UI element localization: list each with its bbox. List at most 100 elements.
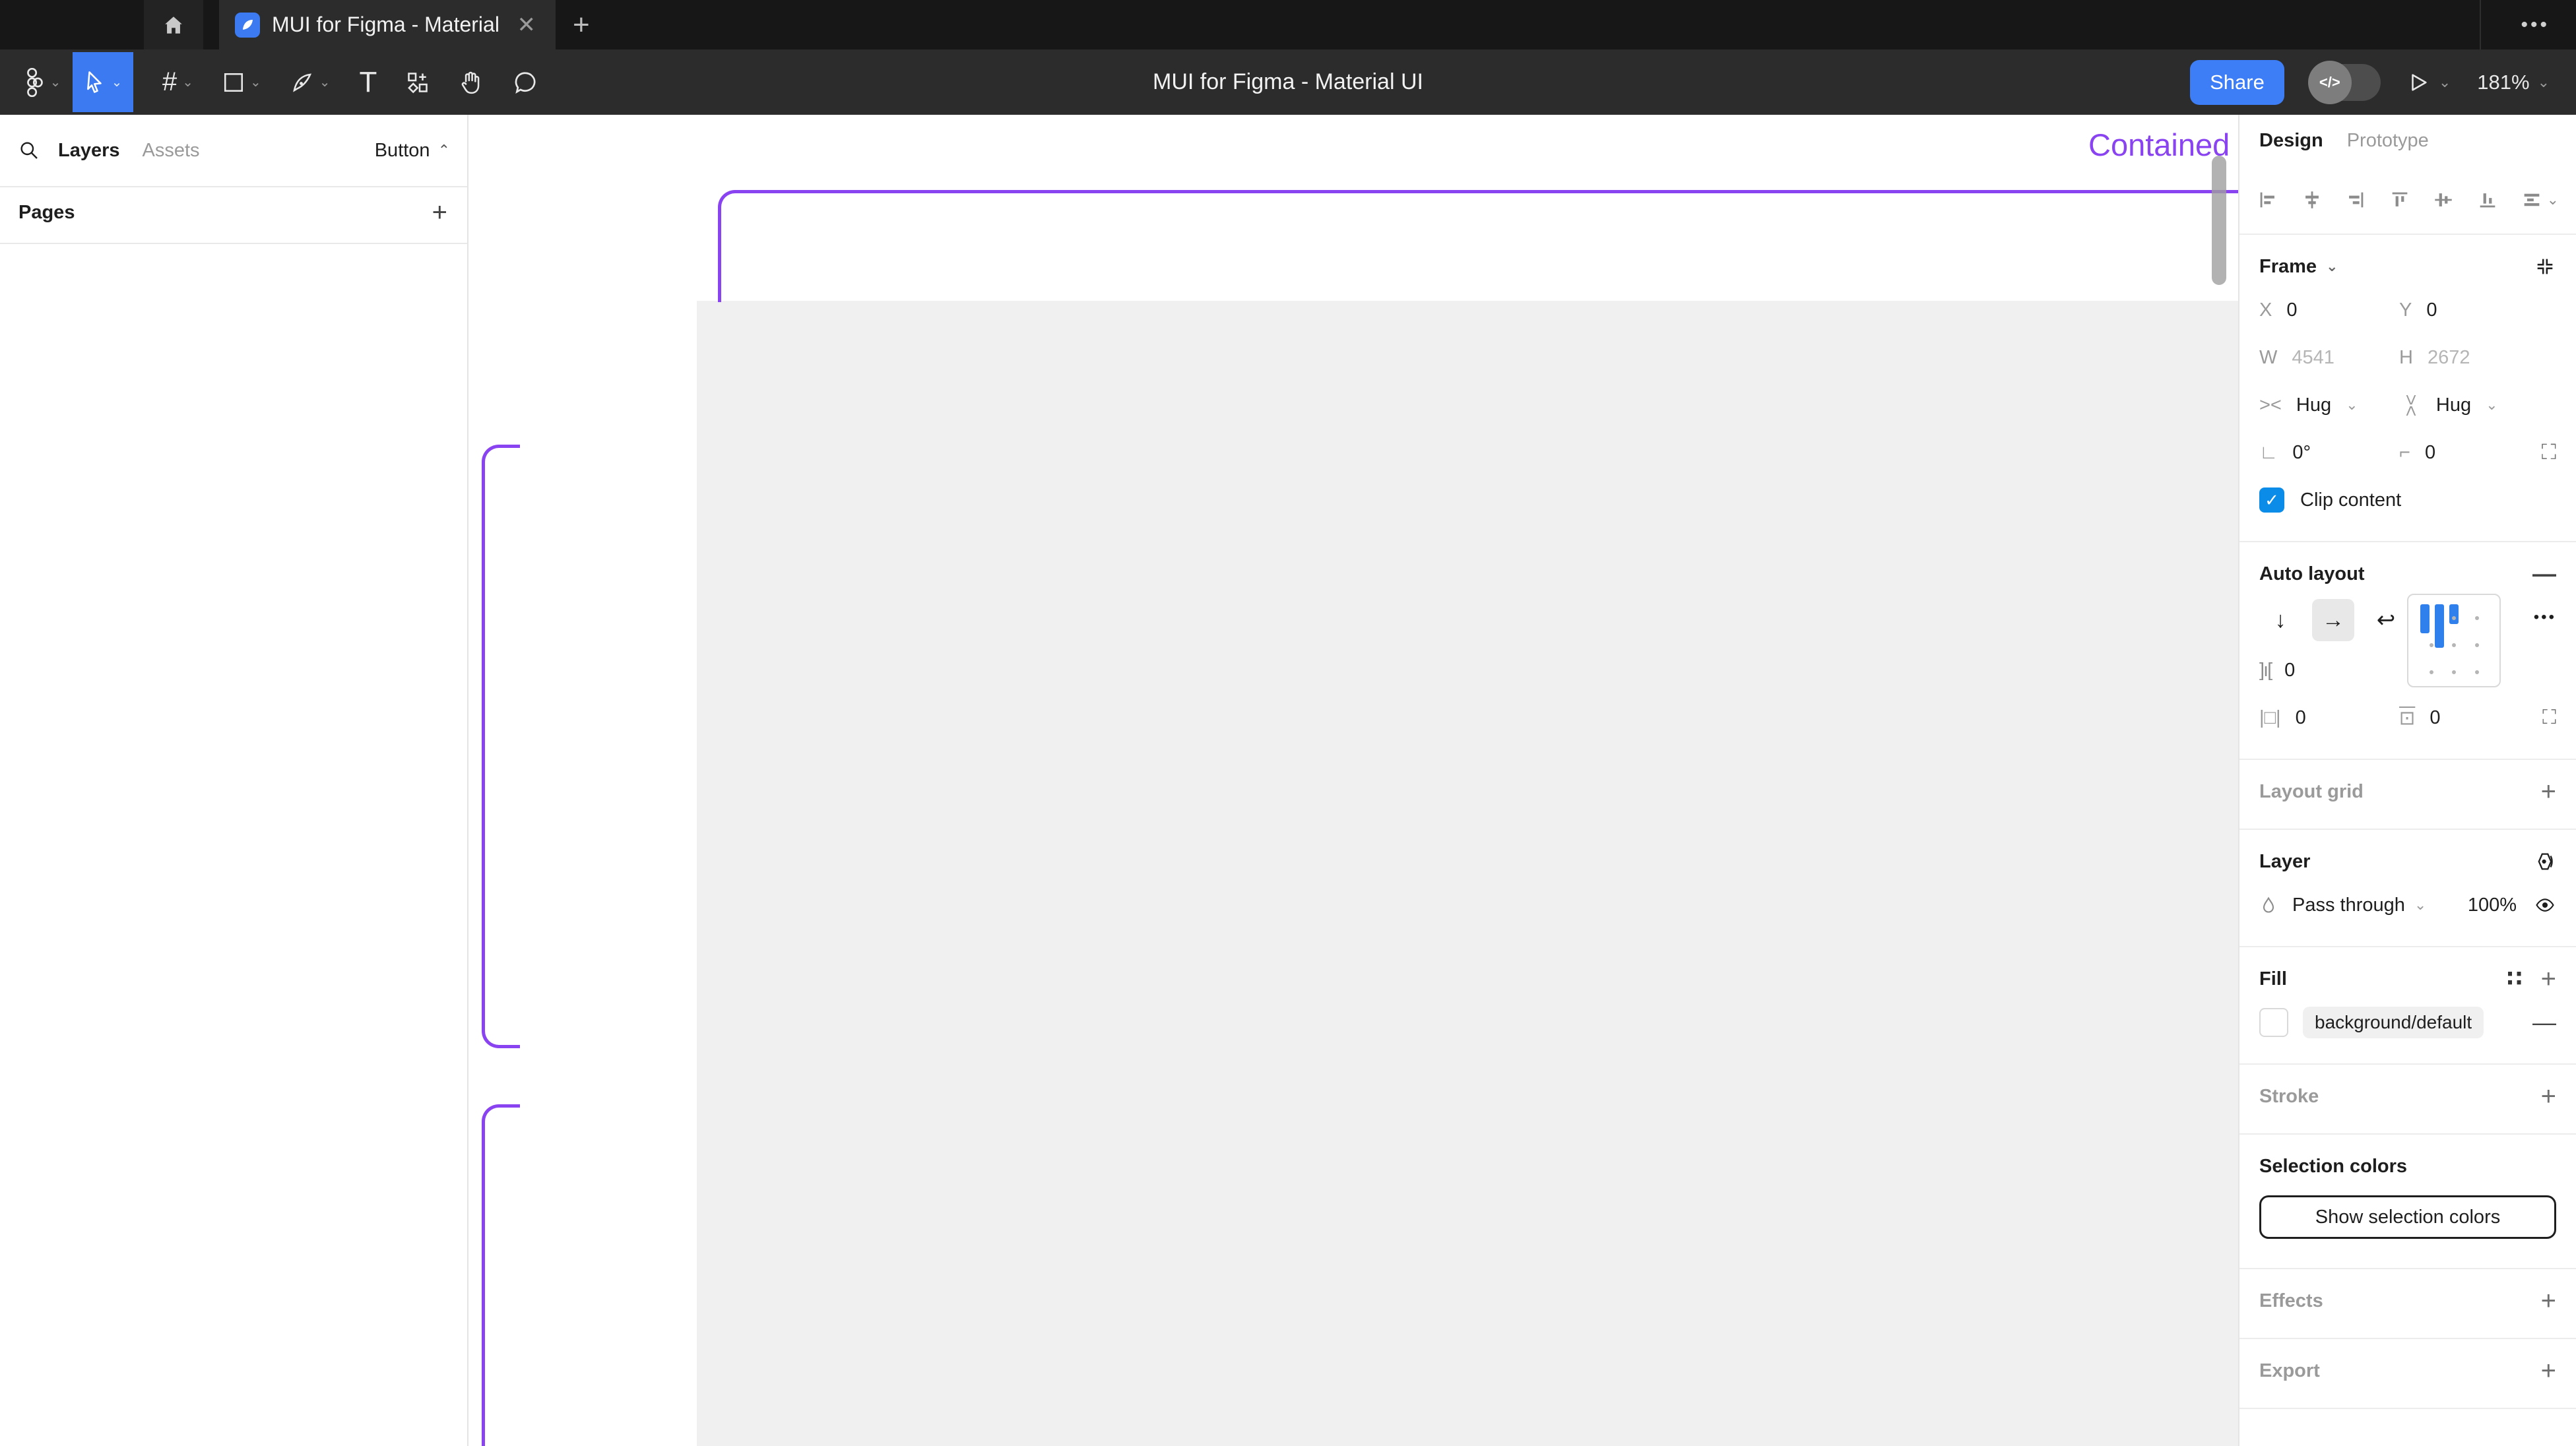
layout-wrap-button[interactable]: ↩ xyxy=(2376,608,2396,633)
independent-corners-icon[interactable]: ⛶ xyxy=(2541,440,2556,464)
frame-tool-button[interactable]: # ⌄ xyxy=(162,67,193,97)
close-tab-icon[interactable]: ✕ xyxy=(517,12,536,38)
align-top-icon[interactable] xyxy=(2389,189,2411,211)
add-page-button[interactable]: + xyxy=(432,197,447,227)
pen-tool-button[interactable]: ⌄ xyxy=(290,71,331,94)
chevron-down-icon[interactable]: ⌄ xyxy=(111,75,123,90)
actions-tool-button[interactable] xyxy=(406,71,430,94)
corner-radius-field[interactable]: ⌐ 0 xyxy=(2399,441,2436,463)
figma-file-icon xyxy=(235,12,260,38)
fullscreen-window-button[interactable] xyxy=(84,15,104,35)
components-icon xyxy=(406,71,430,94)
home-tab-button[interactable] xyxy=(144,0,203,49)
zoom-level: 181% xyxy=(2477,70,2530,94)
add-export-button[interactable]: + xyxy=(2540,1356,2556,1385)
frame-section-title[interactable]: Frame xyxy=(2259,255,2317,277)
canvas-vertical-scrollbar[interactable] xyxy=(2212,156,2226,285)
add-layout-grid-button[interactable]: + xyxy=(2540,776,2556,806)
tab-prototype[interactable]: Prototype xyxy=(2346,129,2429,151)
tab-layers[interactable]: Layers xyxy=(58,139,120,161)
close-window-button[interactable] xyxy=(18,15,38,35)
collapse-frame-icon[interactable] xyxy=(2534,255,2556,278)
rotation-icon: ∟ xyxy=(2259,441,2278,463)
canvas[interactable]: Contained xyxy=(468,115,2238,1446)
selection-colors-section: Selection colors Show selection colors xyxy=(2239,1135,2576,1269)
auto-layout-more-icon[interactable]: ••• xyxy=(2533,608,2556,626)
chevron-down-icon: ⌄ xyxy=(182,75,194,90)
add-stroke-button[interactable]: + xyxy=(2540,1081,2556,1111)
export-section-title: Export xyxy=(2259,1360,2320,1381)
clip-content-checkbox-checked[interactable]: ✓ xyxy=(2259,487,2284,513)
blend-mode-dropdown[interactable]: Pass through xyxy=(2292,894,2405,916)
remove-fill-button[interactable]: — xyxy=(2532,1009,2556,1036)
dev-mode-toggle[interactable]: </> xyxy=(2307,60,2381,104)
align-vertical-center-icon[interactable] xyxy=(2432,189,2455,211)
clip-content-row[interactable]: ✓ Clip content xyxy=(2259,476,2556,524)
chevron-down-icon[interactable]: ⌄ xyxy=(2438,73,2451,90)
layout-direction-horizontal-button-selected[interactable]: → xyxy=(2312,599,2354,641)
layout-grid-section: Layout grid + xyxy=(2239,760,2576,830)
align-right-icon[interactable] xyxy=(2344,189,2367,211)
tab-assets[interactable]: Assets xyxy=(142,139,200,161)
chevron-down-icon[interactable]: ⌄ xyxy=(2326,258,2338,274)
show-selection-colors-button[interactable]: Show selection colors xyxy=(2259,1195,2556,1239)
align-horizontal-center-icon[interactable] xyxy=(2301,189,2323,211)
layout-direction-vertical-button[interactable]: ↓ xyxy=(2274,607,2286,633)
file-tab[interactable]: MUI for Figma - Material UI ✕ xyxy=(219,0,556,49)
tab-design[interactable]: Design xyxy=(2259,129,2323,151)
present-button[interactable]: ⌄ xyxy=(2407,71,2451,94)
figma-main-menu-button[interactable]: ⌄ xyxy=(20,67,66,97)
move-tool-button-selected[interactable]: ⌄ xyxy=(73,52,133,112)
tabbar-divider xyxy=(2480,0,2482,49)
layer-section-title: Layer xyxy=(2259,850,2311,872)
figma-logo-icon xyxy=(25,67,45,97)
individual-padding-icon[interactable]: ⛶ xyxy=(2542,707,2556,728)
blend-mode-icon[interactable] xyxy=(2534,850,2556,873)
rotation-field[interactable]: ∟ 0° xyxy=(2259,441,2311,463)
remove-auto-layout-button[interactable]: — xyxy=(2532,560,2556,587)
opacity-value[interactable]: 100% xyxy=(2467,894,2517,916)
fill-color-swatch[interactable] xyxy=(2259,1008,2288,1037)
chevron-down-icon: ⌄ xyxy=(2414,896,2427,913)
gap-field[interactable]: ]ı[0 xyxy=(2259,659,2296,681)
hug-vertical-icon: >< xyxy=(2400,394,2422,416)
horizontal-padding-field[interactable]: |□| 0 xyxy=(2259,707,2306,728)
zoom-menu[interactable]: 181% ⌄ xyxy=(2477,71,2550,94)
align-bottom-icon[interactable] xyxy=(2476,189,2499,211)
text-tool-button[interactable]: T xyxy=(360,66,377,99)
fill-style-token[interactable]: background/default xyxy=(2303,1007,2484,1038)
variant-table-background xyxy=(697,301,2238,1446)
align-left-icon[interactable] xyxy=(2257,189,2279,211)
share-button[interactable]: Share xyxy=(2190,59,2284,105)
layout-grid-title: Layout grid xyxy=(2259,780,2364,802)
tab-overflow-menu-icon[interactable]: ••• xyxy=(2521,13,2550,36)
fill-styles-icon[interactable]: ∷ xyxy=(2506,966,2523,991)
panel-collapse-dropdown[interactable]: Button ⌃ xyxy=(374,139,450,161)
vertical-sizing-dropdown[interactable]: >< Hug ⌄ xyxy=(2400,394,2498,416)
comment-bubble-icon xyxy=(513,70,538,95)
distribute-menu-icon[interactable]: ⌄ xyxy=(2521,189,2559,211)
comment-tool-button[interactable] xyxy=(513,70,538,95)
minimize-window-button[interactable] xyxy=(51,15,71,35)
search-icon[interactable] xyxy=(18,140,40,161)
add-effect-button[interactable]: + xyxy=(2540,1286,2556,1315)
add-fill-button[interactable]: + xyxy=(2540,964,2556,993)
horizontal-sizing-dropdown[interactable]: >< Hug ⌄ xyxy=(2259,394,2358,416)
shape-tool-button[interactable]: ⌄ xyxy=(222,71,261,94)
height-field[interactable]: H 2672 xyxy=(2399,346,2470,368)
alignment-grid-widget[interactable] xyxy=(2407,594,2501,687)
width-field[interactable]: W 4541 xyxy=(2259,346,2334,368)
vertical-padding-field[interactable]: ⊡ 0 xyxy=(2399,707,2441,729)
hand-tool-button[interactable] xyxy=(459,70,484,95)
clip-content-label: Clip content xyxy=(2300,489,2402,511)
layer-section: Layer Pass through ⌄ 100% xyxy=(2239,830,2576,947)
cursor-arrow-icon xyxy=(84,70,106,95)
effects-section: Effects + xyxy=(2239,1269,2576,1339)
new-tab-button[interactable]: + xyxy=(573,8,590,41)
layer-visibility-eye-icon[interactable] xyxy=(2534,895,2556,915)
